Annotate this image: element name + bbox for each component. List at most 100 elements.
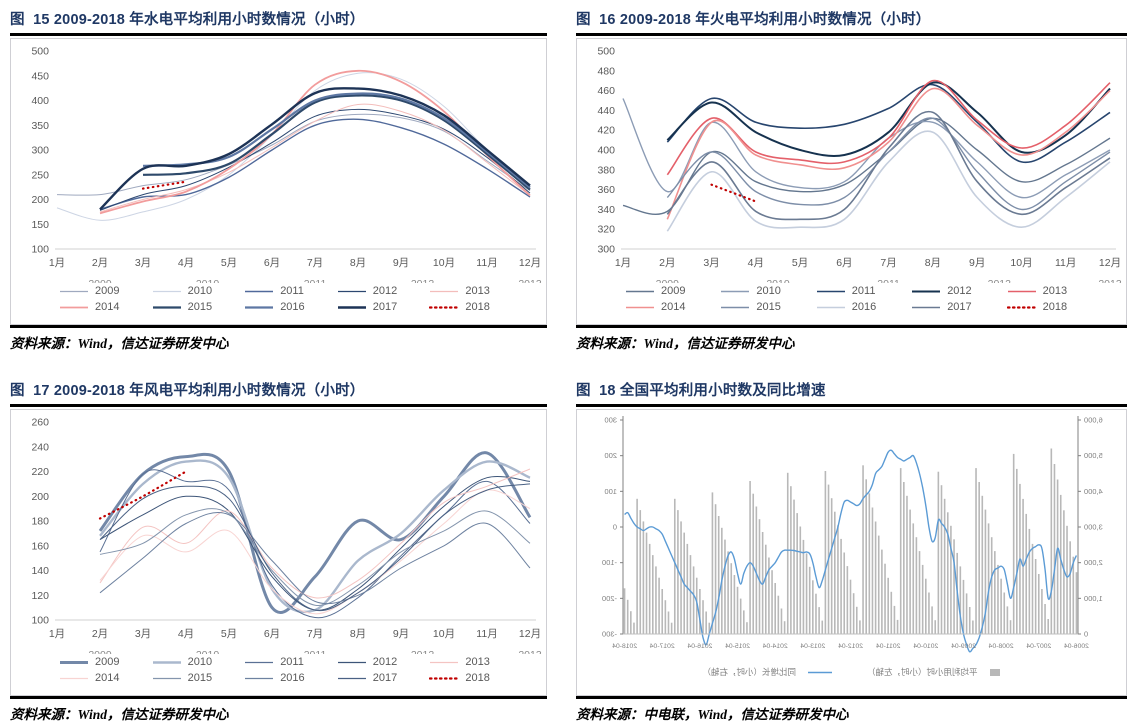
legend-item-2009: 2009: [625, 285, 720, 297]
legend-item-2010: 2010: [152, 285, 245, 297]
source-prefix: 资料来源：: [10, 336, 78, 351]
svg-text:2011: 2011: [304, 278, 327, 283]
legend-year-label: 2018: [1042, 301, 1068, 313]
legend-line-sample: [60, 306, 88, 308]
svg-text:300: 300: [604, 416, 617, 425]
legend-line-sample: [1007, 290, 1036, 292]
svg-text:2009: 2009: [88, 278, 112, 283]
svg-text:2011: 2011: [304, 649, 327, 654]
source-prefix: 资料来源：: [576, 336, 644, 351]
svg-text:2011-04: 2011-04: [876, 643, 901, 650]
svg-text:6月: 6月: [264, 257, 280, 269]
legend-line-sample: [337, 305, 366, 309]
svg-text:2013: 2013: [518, 278, 542, 283]
svg-text:200: 200: [31, 194, 49, 206]
svg-text:5,000: 5,000: [1084, 451, 1103, 460]
svg-text:4月: 4月: [178, 257, 194, 269]
legend-line-sample: [245, 290, 274, 292]
svg-text:-300: -300: [602, 630, 617, 639]
legend-line-sample: [429, 305, 460, 309]
figure-15-chart-box: 100 150 200 250 300 350 400 450 500 1月 2月 3月 4月 5月 6月 7…: [10, 38, 547, 325]
svg-text:2011: 2011: [877, 278, 900, 283]
figure-18-source: 资料来源：中电联，Wind，信达证券研发中心: [576, 699, 1127, 723]
svg-text:180: 180: [31, 516, 49, 528]
legend-year-label: 2012: [947, 285, 972, 297]
legend-line-sample: [721, 290, 750, 292]
svg-text:200: 200: [31, 491, 49, 503]
legend-line-sample: [337, 290, 366, 292]
legend-item-2015: 2015: [152, 672, 245, 684]
legend-item-2013: 2013: [429, 285, 522, 297]
wind-utilization-line-chart: 100 120 140 160 180 200 220 240 260 1月 2月 3月 4月 5月 6月 7…: [31, 417, 542, 655]
svg-text:6月: 6月: [836, 257, 852, 269]
legend-item-2012: 2012: [337, 285, 430, 297]
figure-15-bottom-rule: [10, 325, 547, 328]
legend-year-label: 2010: [187, 285, 213, 297]
legend-item-2014: 2014: [59, 301, 152, 313]
legend-label: 平均利用小时（小时，左轴）: [867, 667, 978, 677]
svg-text:260: 260: [31, 417, 49, 429]
legend-year-label: 2011: [851, 285, 876, 297]
svg-text:6,000: 6,000: [1084, 416, 1103, 425]
legend-year-label: 2016: [851, 301, 877, 313]
legend-item-bar: 平均利用小时（小时，左轴）: [867, 666, 1001, 678]
svg-text:150: 150: [31, 219, 49, 231]
legend-item-2015: 2015: [720, 301, 815, 313]
svg-text:6月: 6月: [264, 628, 280, 640]
svg-text:-200: -200: [602, 594, 617, 603]
figure-18-title: 图 18 全国平均利用小时数及同比增速: [576, 377, 1127, 407]
svg-text:420: 420: [597, 125, 615, 137]
svg-text:1月: 1月: [615, 257, 631, 269]
legend-item-2017: 2017: [911, 301, 1006, 313]
legend-item-2017: 2017: [337, 672, 430, 684]
legend-year-label: 2010: [187, 656, 213, 668]
legend-line-sample: [60, 660, 88, 664]
svg-text:10月: 10月: [433, 628, 455, 640]
figure-18-bottom-rule: [576, 696, 1127, 699]
svg-text:1月: 1月: [49, 628, 65, 640]
svg-text:3月: 3月: [135, 628, 151, 640]
legend-item-2016: 2016: [244, 672, 337, 684]
figure-16-title: 图 16 2009-2018 年火电平均利用小时数情况（小时）: [576, 6, 1127, 36]
svg-text:7月: 7月: [307, 257, 323, 269]
legend-item-2011: 2011: [244, 285, 337, 297]
legend-line-sample: [245, 305, 274, 309]
svg-text:250: 250: [31, 169, 49, 181]
figure-16-panel: 图 16 2009-2018 年火电平均利用小时数情况（小时） 300 320 34…: [576, 6, 1127, 352]
svg-text:2009-04: 2009-04: [951, 643, 976, 650]
legend-line-sample: [245, 677, 274, 679]
legend-line-sample: [337, 677, 366, 679]
legend-line-sample: [626, 290, 654, 292]
svg-text:5月: 5月: [221, 628, 237, 640]
svg-text:1,000: 1,000: [1084, 594, 1103, 603]
svg-text:240: 240: [31, 441, 49, 453]
legend-year-label: 2016: [280, 301, 305, 313]
svg-text:2016-04: 2016-04: [687, 643, 712, 650]
figure-18-legend: 平均利用小时（小时，左轴） 同比增长（小时，右轴）: [577, 664, 1126, 678]
legend-line-sample: [152, 290, 181, 292]
svg-text:2013-04: 2013-04: [800, 643, 825, 650]
svg-text:2010: 2010: [196, 278, 220, 283]
figure-16-source: 资料来源：Wind，信达证券研发中心: [576, 328, 1127, 352]
legend-line-sample: [152, 660, 181, 664]
legend-line-sample: [429, 676, 460, 680]
svg-text:500: 500: [31, 46, 49, 58]
source-text: 中电联，Wind，信达证券研发中心: [643, 707, 849, 722]
svg-text:2017-04: 2017-04: [650, 643, 675, 650]
svg-text:2013: 2013: [1098, 278, 1122, 283]
svg-text:5月: 5月: [792, 257, 808, 269]
legend-year-label: 2018: [465, 301, 490, 313]
svg-text:2012: 2012: [411, 649, 435, 654]
svg-text:2月: 2月: [92, 628, 108, 640]
svg-text:8月: 8月: [350, 628, 366, 640]
figure-17-title: 图 17 2009-2018 年风电平均利用小时数情况（小时）: [10, 377, 547, 407]
svg-text:5月: 5月: [221, 257, 237, 269]
svg-text:11月: 11月: [1055, 257, 1076, 269]
svg-text:2009: 2009: [656, 278, 680, 283]
svg-text:460: 460: [597, 85, 615, 97]
hydro-utilization-line-chart: 100 150 200 250 300 350 400 450 500 1月 2月 3月 4月 5月 6月 7…: [31, 46, 542, 284]
legend-line-sample: [721, 306, 750, 308]
svg-text:200: 200: [604, 451, 617, 460]
source-text: Wind，信达证券研发中心: [77, 707, 229, 722]
svg-text:2013: 2013: [518, 649, 542, 654]
